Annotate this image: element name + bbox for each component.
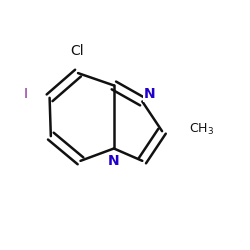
Text: N: N <box>108 154 120 168</box>
Text: CH$_3$: CH$_3$ <box>189 122 214 138</box>
Text: I: I <box>24 87 28 101</box>
Text: Cl: Cl <box>70 44 84 58</box>
Text: N: N <box>144 87 156 101</box>
